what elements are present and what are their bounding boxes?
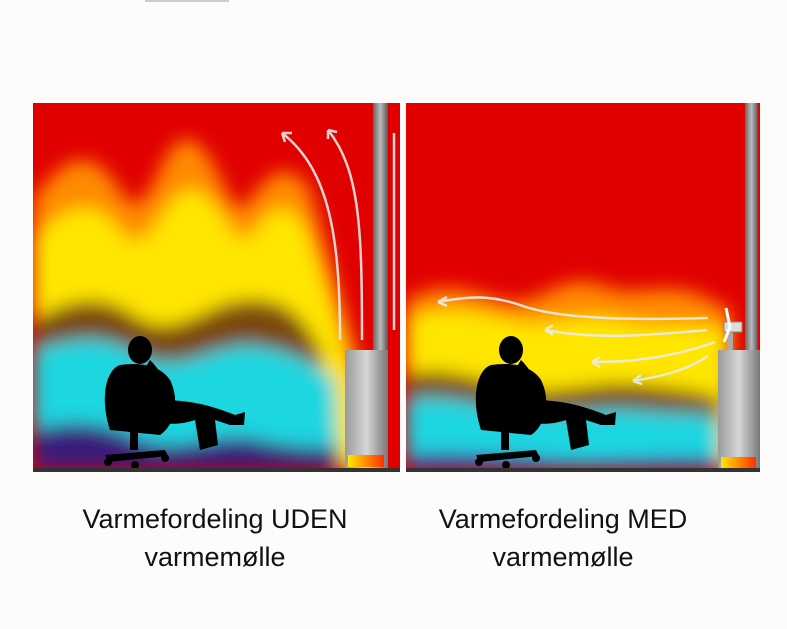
panel-without-fan (33, 103, 400, 470)
caption-line-2: varmemølle (144, 542, 286, 572)
rising-heat-arrows (280, 128, 396, 341)
top-edge-mark (145, 0, 229, 2)
caption-without-fan: Varmefordeling UDEN varmemølle (25, 500, 405, 576)
wood-stove (345, 350, 388, 470)
chimney-pipe (745, 103, 758, 353)
panel-with-fan (406, 103, 760, 470)
caption-line-1: Varmefordeling UDEN (82, 504, 348, 534)
stove-fan-icon (722, 307, 743, 350)
floor-left (33, 468, 400, 472)
caption-with-fan: Varmefordeling MED varmemølle (373, 500, 753, 576)
person-in-chair-silhouette (475, 336, 616, 469)
floor-right (406, 468, 760, 472)
person-in-chair-silhouette (104, 336, 245, 469)
wood-stove (718, 350, 760, 470)
fan-airflow-arrows (437, 295, 716, 386)
chimney-pipe (373, 103, 388, 353)
caption-line-1: Varmefordeling MED (438, 504, 688, 534)
stove-fire (348, 455, 384, 467)
caption-line-2: varmemølle (492, 542, 634, 572)
stove-fire (721, 457, 756, 468)
